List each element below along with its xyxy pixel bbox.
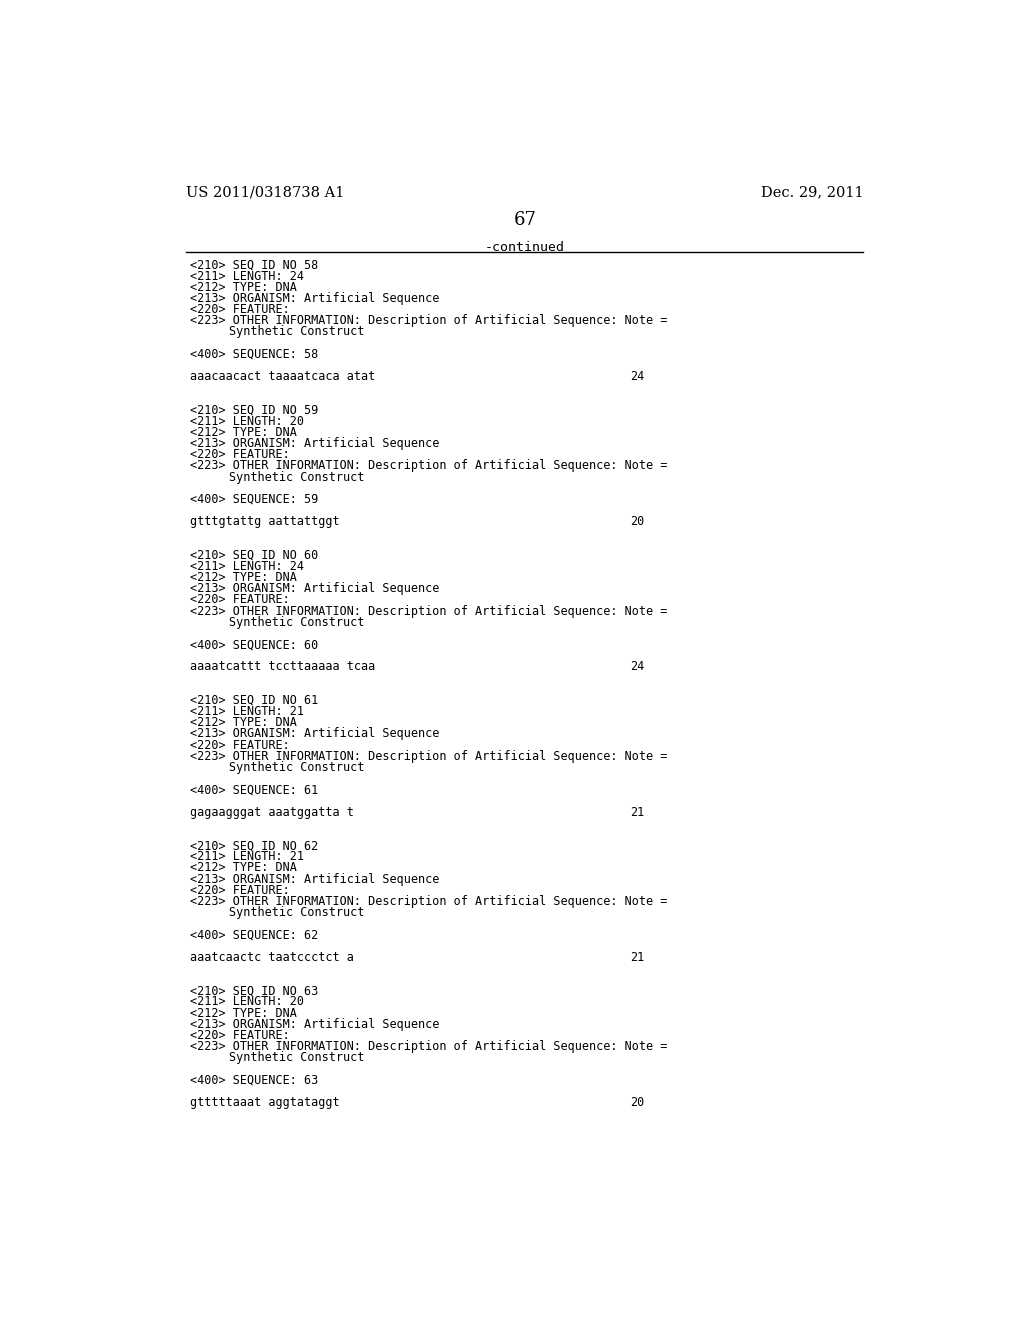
Text: 21: 21 xyxy=(630,950,644,964)
Text: 21: 21 xyxy=(630,805,644,818)
Text: Synthetic Construct: Synthetic Construct xyxy=(228,906,365,919)
Text: 20: 20 xyxy=(630,515,644,528)
Text: Synthetic Construct: Synthetic Construct xyxy=(228,760,365,774)
Text: US 2011/0318738 A1: US 2011/0318738 A1 xyxy=(186,185,344,199)
Text: <211> LENGTH: 21: <211> LENGTH: 21 xyxy=(190,705,304,718)
Text: <223> OTHER INFORMATION: Description of Artificial Sequence: Note =: <223> OTHER INFORMATION: Description of … xyxy=(190,314,668,327)
Text: <400> SEQUENCE: 58: <400> SEQUENCE: 58 xyxy=(190,348,318,360)
Text: <220> FEATURE:: <220> FEATURE: xyxy=(190,1028,290,1041)
Text: <400> SEQUENCE: 63: <400> SEQUENCE: 63 xyxy=(190,1073,318,1086)
Text: -continued: -continued xyxy=(484,240,565,253)
Text: 67: 67 xyxy=(513,211,537,228)
Text: <220> FEATURE:: <220> FEATURE: xyxy=(190,449,290,461)
Text: <223> OTHER INFORMATION: Description of Artificial Sequence: Note =: <223> OTHER INFORMATION: Description of … xyxy=(190,750,668,763)
Text: aaatcaactc taatccctct a: aaatcaactc taatccctct a xyxy=(190,950,354,964)
Text: gtttgtattg aattattggt: gtttgtattg aattattggt xyxy=(190,515,340,528)
Text: <223> OTHER INFORMATION: Description of Artificial Sequence: Note =: <223> OTHER INFORMATION: Description of … xyxy=(190,895,668,908)
Text: Synthetic Construct: Synthetic Construct xyxy=(228,1051,365,1064)
Text: <400> SEQUENCE: 59: <400> SEQUENCE: 59 xyxy=(190,492,318,506)
Text: <210> SEQ ID NO 60: <210> SEQ ID NO 60 xyxy=(190,549,318,562)
Text: <213> ORGANISM: Artificial Sequence: <213> ORGANISM: Artificial Sequence xyxy=(190,582,439,595)
Text: <210> SEQ ID NO 58: <210> SEQ ID NO 58 xyxy=(190,259,318,272)
Text: <220> FEATURE:: <220> FEATURE: xyxy=(190,594,290,606)
Text: <212> TYPE: DNA: <212> TYPE: DNA xyxy=(190,572,297,585)
Text: <400> SEQUENCE: 60: <400> SEQUENCE: 60 xyxy=(190,638,318,651)
Text: Synthetic Construct: Synthetic Construct xyxy=(228,615,365,628)
Text: <211> LENGTH: 24: <211> LENGTH: 24 xyxy=(190,560,304,573)
Text: <400> SEQUENCE: 62: <400> SEQUENCE: 62 xyxy=(190,928,318,941)
Text: <212> TYPE: DNA: <212> TYPE: DNA xyxy=(190,281,297,294)
Text: <212> TYPE: DNA: <212> TYPE: DNA xyxy=(190,426,297,440)
Text: 24: 24 xyxy=(630,660,644,673)
Text: <223> OTHER INFORMATION: Description of Artificial Sequence: Note =: <223> OTHER INFORMATION: Description of … xyxy=(190,1040,668,1053)
Text: <212> TYPE: DNA: <212> TYPE: DNA xyxy=(190,717,297,729)
Text: 20: 20 xyxy=(630,1096,644,1109)
Text: <213> ORGANISM: Artificial Sequence: <213> ORGANISM: Artificial Sequence xyxy=(190,873,439,886)
Text: Dec. 29, 2011: Dec. 29, 2011 xyxy=(761,185,863,199)
Text: gagaagggat aaatggatta t: gagaagggat aaatggatta t xyxy=(190,805,354,818)
Text: <213> ORGANISM: Artificial Sequence: <213> ORGANISM: Artificial Sequence xyxy=(190,727,439,741)
Text: <213> ORGANISM: Artificial Sequence: <213> ORGANISM: Artificial Sequence xyxy=(190,292,439,305)
Text: <220> FEATURE:: <220> FEATURE: xyxy=(190,884,290,896)
Text: <211> LENGTH: 20: <211> LENGTH: 20 xyxy=(190,995,304,1008)
Text: aaaatcattt tccttaaaaa tcaa: aaaatcattt tccttaaaaa tcaa xyxy=(190,660,375,673)
Text: <210> SEQ ID NO 62: <210> SEQ ID NO 62 xyxy=(190,840,318,853)
Text: <213> ORGANISM: Artificial Sequence: <213> ORGANISM: Artificial Sequence xyxy=(190,437,439,450)
Text: aaacaacact taaaatcaca atat: aaacaacact taaaatcaca atat xyxy=(190,370,375,383)
Text: Synthetic Construct: Synthetic Construct xyxy=(228,326,365,338)
Text: 24: 24 xyxy=(630,370,644,383)
Text: <212> TYPE: DNA: <212> TYPE: DNA xyxy=(190,1007,297,1019)
Text: <211> LENGTH: 21: <211> LENGTH: 21 xyxy=(190,850,304,863)
Text: gtttttaaat aggtataggt: gtttttaaat aggtataggt xyxy=(190,1096,340,1109)
Text: <223> OTHER INFORMATION: Description of Artificial Sequence: Note =: <223> OTHER INFORMATION: Description of … xyxy=(190,605,668,618)
Text: <210> SEQ ID NO 61: <210> SEQ ID NO 61 xyxy=(190,694,318,708)
Text: <220> FEATURE:: <220> FEATURE: xyxy=(190,739,290,751)
Text: <210> SEQ ID NO 63: <210> SEQ ID NO 63 xyxy=(190,985,318,997)
Text: <211> LENGTH: 20: <211> LENGTH: 20 xyxy=(190,414,304,428)
Text: <220> FEATURE:: <220> FEATURE: xyxy=(190,304,290,317)
Text: <223> OTHER INFORMATION: Description of Artificial Sequence: Note =: <223> OTHER INFORMATION: Description of … xyxy=(190,459,668,473)
Text: <400> SEQUENCE: 61: <400> SEQUENCE: 61 xyxy=(190,783,318,796)
Text: <212> TYPE: DNA: <212> TYPE: DNA xyxy=(190,862,297,874)
Text: <210> SEQ ID NO 59: <210> SEQ ID NO 59 xyxy=(190,404,318,417)
Text: <211> LENGTH: 24: <211> LENGTH: 24 xyxy=(190,269,304,282)
Text: Synthetic Construct: Synthetic Construct xyxy=(228,471,365,483)
Text: <213> ORGANISM: Artificial Sequence: <213> ORGANISM: Artificial Sequence xyxy=(190,1018,439,1031)
